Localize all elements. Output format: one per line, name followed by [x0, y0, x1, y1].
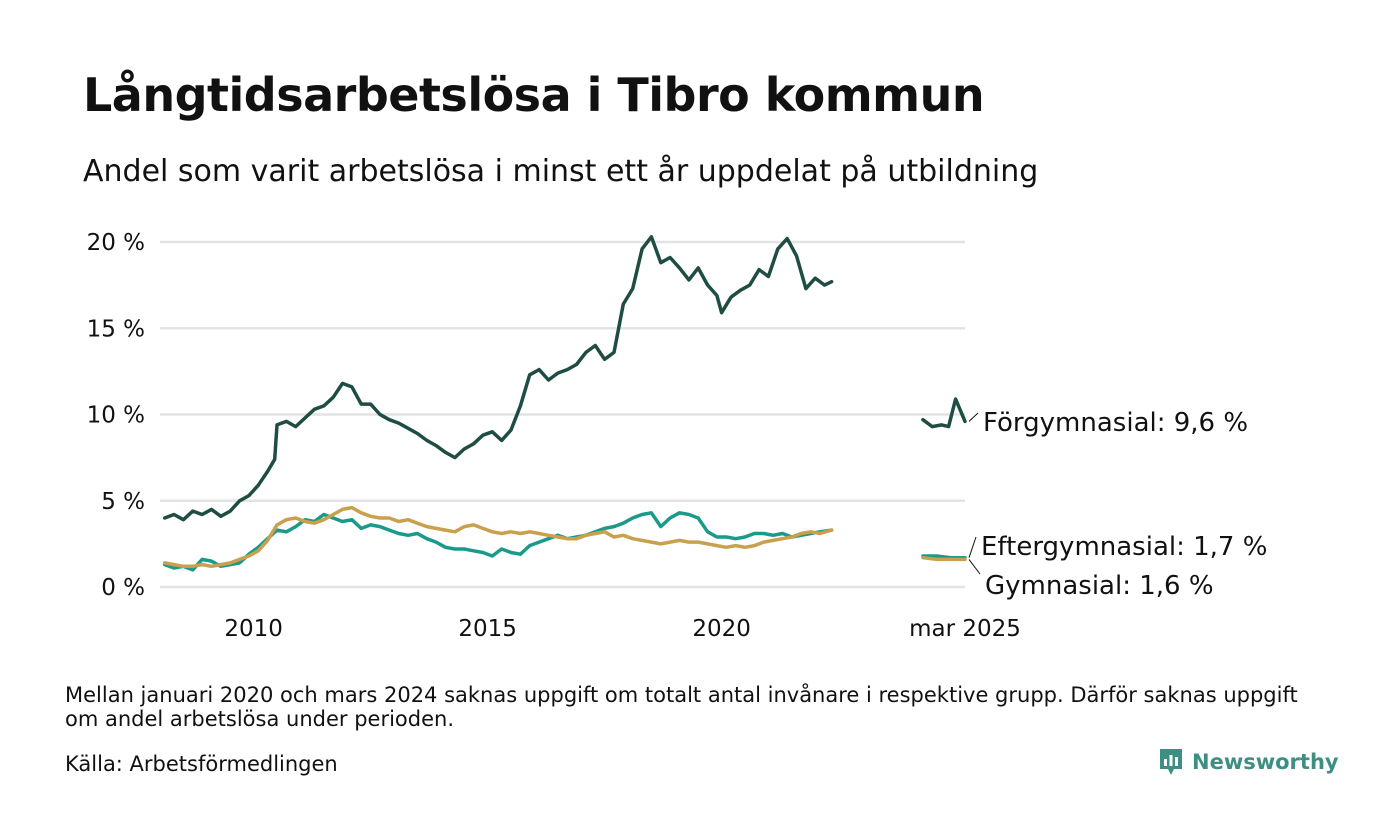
- x-tick-label: 2010: [224, 616, 283, 642]
- chart-title: Långtidsarbetslösa i Tibro kommun: [83, 68, 985, 122]
- series-line-gymnasial: [921, 555, 967, 562]
- series-line-förgymnasial: [921, 397, 967, 429]
- footnote: Mellan januari 2020 och mars 2024 saknas…: [65, 683, 1298, 731]
- series-end-labels: Förgymnasial: 9,6 % Eftergymnasial: 1,7 %…: [968, 408, 1267, 601]
- grid-lines: [160, 240, 965, 589]
- x-tick-label: 2020: [692, 616, 751, 642]
- y-tick-label: 10 %: [87, 403, 145, 429]
- x-tick-label: mar 2025: [909, 616, 1021, 642]
- brand-name: Newsworthy: [1192, 750, 1339, 774]
- series-end-label: Eftergymnasial: 1,7 %: [981, 532, 1267, 562]
- line-chart: 0 %5 %10 %15 %20 % 2010 2015 2020 mar 2025 …: [87, 230, 1268, 642]
- series-line-förgymnasial: [162, 235, 834, 522]
- y-tick-label: 0 %: [101, 575, 145, 601]
- series-end-label: Förgymnasial: 9,6 %: [983, 408, 1248, 438]
- series-end-label: Gymnasial: 1,6 %: [985, 571, 1214, 601]
- series-lines: [162, 235, 967, 572]
- series-line-gymnasial: [162, 505, 834, 569]
- series-line-eftergymnasial: [162, 511, 834, 572]
- y-axis-tick-labels: 0 % 5 % 10 % 15 % 20 %: [87, 230, 145, 601]
- x-axis-tick-labels: 2010 2015 2020 mar 2025: [224, 616, 1021, 642]
- y-tick-label: 5 %: [101, 489, 145, 515]
- leader-line: [968, 412, 979, 422]
- chart-subtitle: Andel som varit arbetslösa i minst ett å…: [83, 154, 1039, 189]
- newsworthy-logo[interactable]: Newsworthy: [1158, 747, 1339, 777]
- y-tick-label: 20 %: [87, 230, 145, 256]
- bar-chart-icon: [1160, 749, 1182, 775]
- leader-line: [968, 536, 977, 558]
- source-text: Källa: Arbetsförmedlingen: [65, 752, 338, 776]
- x-tick-label: 2015: [458, 616, 517, 642]
- y-tick-label: 15 %: [87, 316, 145, 342]
- leader-line: [968, 559, 981, 575]
